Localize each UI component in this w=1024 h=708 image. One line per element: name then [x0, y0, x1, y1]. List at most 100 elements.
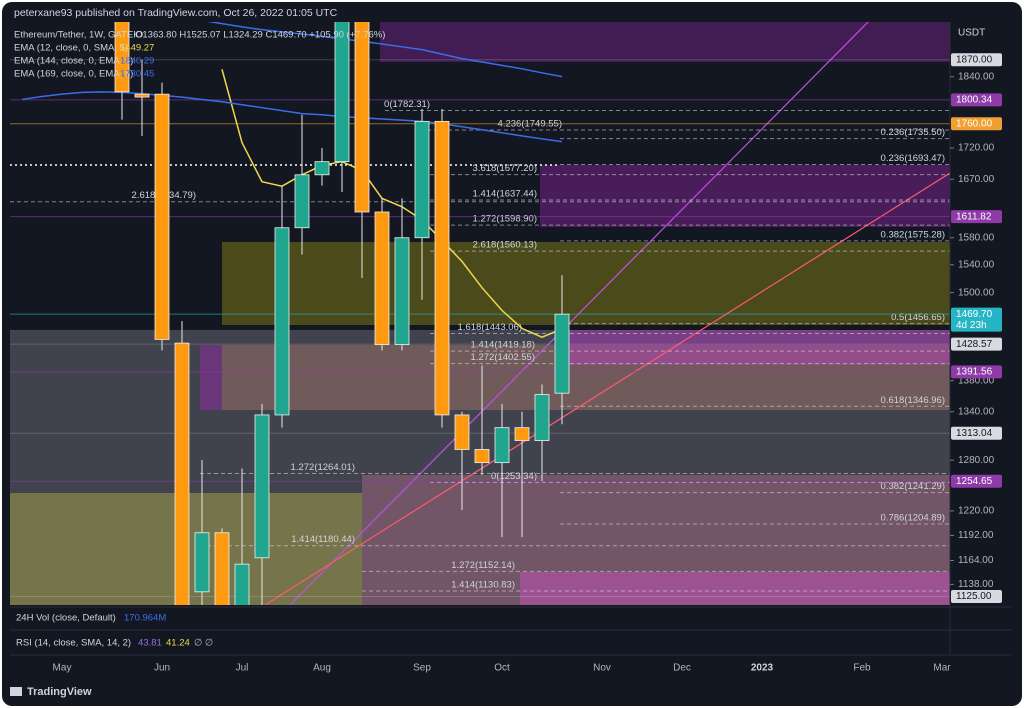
y-tick-label: 1192.00: [958, 530, 994, 541]
x-tick-label: May: [53, 663, 72, 674]
candle-body: [354, 22, 370, 213]
price-label: 1870.00: [956, 54, 993, 65]
volume-value: 170.964M: [124, 613, 166, 624]
price-label-box: [951, 307, 1002, 332]
ema-line: [221, 69, 563, 339]
price-label: 1125.00: [956, 591, 992, 602]
x-tick-label: 2023: [751, 663, 774, 674]
legend-value: 1730.45: [120, 69, 154, 80]
price-label: 1391.56: [956, 367, 993, 378]
fib-label: 0.236(1735.50): [881, 127, 945, 138]
symbol: Ethereum/Tether, 1W, GATEIO: [14, 30, 143, 41]
fib-label: 1.272(1598.90): [473, 214, 537, 225]
zone: [200, 345, 222, 410]
y-tick-label: 1580.00: [958, 232, 995, 243]
legend-value: 1840.29: [120, 56, 154, 67]
ema-line: [21, 91, 563, 143]
fib-label: 0.618(1346.96): [881, 395, 945, 406]
zone: [222, 345, 950, 410]
zone: [520, 572, 950, 605]
candle-body: [254, 414, 270, 559]
fib-label: 1.414(1180.44): [291, 534, 355, 545]
candle-body: [414, 120, 430, 239]
candle-body: [494, 427, 510, 464]
fib-label: 2.618(1560.13): [473, 240, 537, 251]
price-label-box: [951, 590, 1002, 604]
fib-label: 0(1782.31): [384, 99, 430, 110]
price-label-box: [951, 93, 1002, 107]
y-tick-label: 1220.00: [958, 506, 995, 517]
plot: 2.618(1634.79)0(1782.31)4.236(1749.55)3.…: [10, 22, 950, 605]
y-tick-label: 1500.00: [958, 287, 995, 298]
legend-name: EMA (12, close, 0, SMA, 5): [14, 43, 128, 54]
price-label-box: [951, 53, 1002, 67]
publisher: peterxane93 published on TradingView.com…: [14, 7, 338, 19]
candle-body: [134, 93, 150, 98]
fib-label: 3.618(1677.20): [473, 163, 537, 174]
zone: [568, 330, 950, 365]
y-tick-label: 1670.00: [958, 174, 995, 185]
candle-body: [554, 313, 570, 394]
x-tick-label: Dec: [673, 663, 691, 674]
currency: USDT: [958, 28, 985, 39]
candle-body: [334, 22, 350, 163]
y-tick-label: 1380.00: [958, 375, 995, 386]
fib-label: 1.618(1443.06): [458, 322, 522, 333]
x-tick-label: Feb: [853, 663, 871, 674]
candle-body: [534, 394, 550, 441]
price-label-box: [951, 210, 1002, 224]
trend-line: [264, 172, 950, 605]
y-tick-label: 1280.00: [958, 455, 995, 466]
rsi-extra: ∅ ∅: [194, 638, 213, 649]
ema-line: [207, 22, 563, 78]
x-tick-label: Sep: [413, 663, 431, 674]
logo: [10, 687, 22, 696]
price-label: 1760.00: [956, 118, 993, 129]
candle-body: [174, 342, 190, 605]
candle-body: [154, 93, 170, 340]
fib-label: 1.414(1419.18): [471, 340, 535, 351]
y-tick-label: 1138.00: [958, 579, 994, 590]
fib-label: 1.414(1637.44): [473, 189, 537, 200]
x-tick-label: Oct: [494, 663, 510, 674]
candle-body: [454, 414, 470, 450]
price-label: 1611.82: [956, 211, 992, 222]
candle-body: [514, 427, 530, 441]
candle-body: [294, 174, 310, 229]
candle-body: [474, 449, 490, 464]
y-tick-label: 1840.00: [958, 71, 995, 82]
price-label: 1254.65: [956, 476, 993, 487]
price-label-box: [951, 365, 1002, 379]
legend-value: 1449.27: [120, 43, 154, 54]
price-label-box: [951, 474, 1002, 488]
candle-body: [374, 211, 390, 345]
candle-body: [234, 563, 250, 605]
y-tick-label: 1540.00: [958, 259, 995, 270]
price-label-box: [951, 337, 1002, 351]
volume-name: 24H Vol (close, Default): [16, 613, 116, 624]
fib-label: 1.272(1152.14): [451, 560, 515, 571]
price-label: 1800.34: [956, 94, 993, 105]
y-tick-label: 1340.00: [958, 406, 995, 417]
zone: [222, 242, 950, 325]
fib-label: 0.786(1204.89): [881, 513, 945, 524]
fib-label: 0.5(1456.65): [891, 312, 945, 323]
price-label-box: [951, 117, 1002, 131]
fib-label: 1.272(1402.55): [471, 352, 535, 363]
candle-body: [274, 227, 290, 416]
x-tick-label: Nov: [593, 663, 611, 674]
candle-body: [314, 161, 330, 176]
x-tick-label: Mar: [933, 663, 951, 674]
fib-label: 0.236(1693.47): [881, 153, 945, 164]
price-label: 1469.70: [956, 309, 993, 320]
fib-label: 0.382(1241.29): [881, 481, 945, 492]
legend-name: EMA (144, close, 0, EMA, 5): [14, 56, 133, 67]
candle-body: [394, 237, 410, 345]
ohlc: O1363.80 H1525.07 L1324.29 C1469.70 +105…: [135, 30, 385, 41]
rsi-value: 43.81: [138, 638, 162, 649]
candle-body: [194, 532, 210, 593]
x-tick-label: Jul: [236, 663, 249, 674]
candle-body: [434, 120, 450, 416]
y-tick-label: 1720.00: [958, 143, 995, 154]
